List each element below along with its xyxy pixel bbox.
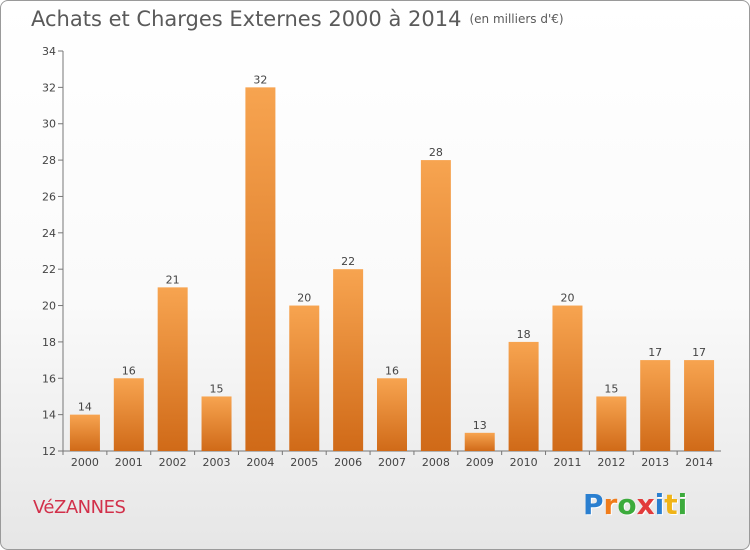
y-tick-label: 28	[42, 154, 56, 167]
x-axis: 2000 2001 2002 2003 2004 2005 2006 2007 2008 2009…	[62, 450, 721, 469]
y-tick-label: 34	[42, 45, 56, 58]
data-labels: 14 16 21 15 32 20 22 16 28 13 18 20 15 17 17	[78, 73, 706, 431]
data-label-2005: 20	[297, 292, 311, 305]
chart-unit: (en milliers d'€)	[469, 12, 564, 26]
bar-2013[interactable]	[640, 360, 671, 451]
data-label-2008: 28	[429, 146, 443, 159]
chart-title: Achats et Charges Externes 2000 à 2014 (e…	[31, 7, 564, 31]
bar-2007[interactable]	[377, 378, 407, 451]
y-tick-label: 18	[42, 336, 56, 349]
bar-2005[interactable]	[289, 305, 320, 451]
bar-2014[interactable]	[684, 360, 715, 451]
data-label-2001: 16	[122, 364, 136, 377]
bar-2001[interactable]	[113, 378, 144, 451]
y-tick-label: 24	[42, 227, 56, 240]
x-tick-label: 2012	[597, 456, 625, 469]
bar-2011[interactable]	[552, 305, 583, 451]
logo-letter: x	[636, 488, 655, 521]
bars	[69, 87, 715, 451]
y-axis: 12 14 16 18 20 22 24 26 28 30 32 34	[42, 45, 64, 458]
data-label-2013: 17	[648, 346, 662, 359]
y-tick-label: 32	[42, 81, 56, 94]
data-label-2004: 32	[253, 73, 267, 86]
bar-2003[interactable]	[201, 396, 232, 451]
logo-letter: i	[654, 488, 665, 521]
logo-letter: i	[677, 488, 688, 521]
bar-2009[interactable]	[464, 432, 495, 451]
x-tick-label: 2006	[334, 456, 362, 469]
bar-2006[interactable]	[333, 269, 364, 451]
data-label-2006: 22	[341, 255, 355, 268]
x-tick-label: 2000	[71, 456, 99, 469]
x-tick-label: 2008	[422, 456, 450, 469]
data-label-2014: 17	[692, 346, 706, 359]
x-tick-label: 2007	[378, 456, 406, 469]
x-tick-label: 2002	[159, 456, 187, 469]
bar-2002[interactable]	[157, 287, 188, 451]
data-label-2002: 21	[166, 273, 180, 286]
data-label-2011: 20	[560, 292, 574, 305]
y-tick-label: 12	[42, 445, 56, 458]
x-tick-label: 2009	[466, 456, 494, 469]
y-tick-label: 22	[42, 263, 56, 276]
logo-letter: r	[603, 488, 618, 521]
town-name: VéZANNES	[33, 497, 126, 518]
chart-title-text: Achats et Charges Externes 2000 à 2014	[31, 7, 462, 31]
y-tick-label: 14	[42, 409, 56, 422]
x-tick-label: 2010	[510, 456, 538, 469]
x-tick-label: 2011	[553, 456, 581, 469]
logo-letter: t	[664, 488, 678, 521]
data-label-2009: 13	[473, 419, 487, 432]
data-label-2007: 16	[385, 364, 399, 377]
logo-letter: P	[583, 488, 604, 521]
bar-2012[interactable]	[596, 396, 627, 451]
y-tick-label: 20	[42, 300, 56, 313]
bar-2008[interactable]	[420, 160, 451, 451]
y-tick-label: 16	[42, 372, 56, 385]
bar-2010[interactable]	[508, 341, 539, 451]
data-label-2000: 14	[78, 401, 92, 414]
bar-2004[interactable]	[245, 87, 276, 451]
x-tick-label: 2014	[685, 456, 713, 469]
y-tick-label: 30	[42, 118, 56, 131]
x-tick-label: 2005	[290, 456, 318, 469]
data-label-2012: 15	[604, 382, 618, 395]
x-tick-label: 2013	[641, 456, 669, 469]
data-label-2010: 18	[517, 328, 531, 341]
y-tick-label: 26	[42, 190, 56, 203]
bar-2000[interactable]	[69, 414, 100, 451]
data-label-2003: 15	[210, 382, 224, 395]
x-tick-label: 2003	[203, 456, 231, 469]
proxiti-logo[interactable]: Proxiti	[583, 488, 687, 521]
x-tick-label: 2004	[246, 456, 274, 469]
x-tick-label: 2001	[115, 456, 143, 469]
logo-letter: o	[617, 488, 637, 521]
